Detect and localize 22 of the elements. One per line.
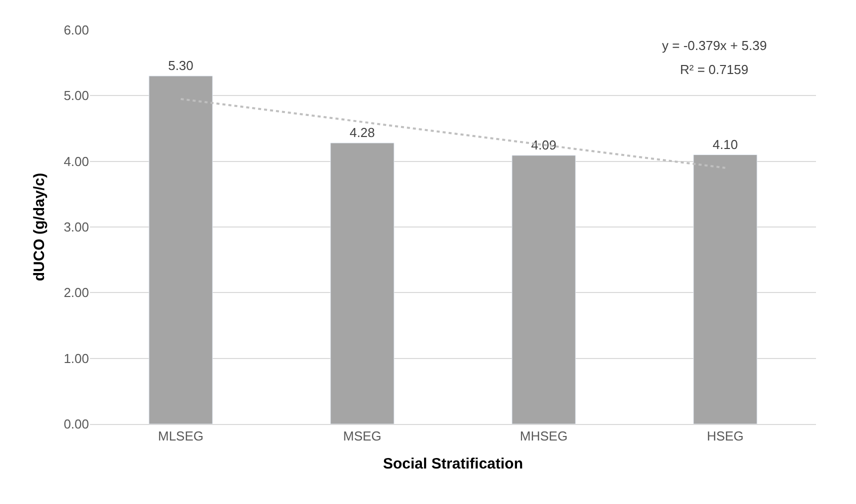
x-tick-label: MHSEG [520,428,568,444]
y-tick-label: 0.00 [64,416,89,432]
x-axis-title: Social Stratification [382,456,524,473]
bar [330,142,394,424]
bar [512,155,576,424]
data-label: 4.28 [350,124,375,140]
annotation: R² = 0.7159 [680,62,748,77]
x-tick-label: HSEG [706,428,744,444]
data-label: 4.10 [712,136,738,152]
y-tick-label: 3.00 [64,220,89,235]
y-tick-label: 1.00 [64,350,89,366]
x-tick-label: MSEG [343,428,382,444]
y-axis-title: dUCO (g/day/c) [30,172,48,282]
y-tick-label: 6.00 [64,22,89,38]
annotation: y = -0.379x + 5.39 [662,38,767,53]
y-tick-label: 2.00 [64,285,89,300]
y-tick-label: 5.00 [64,88,89,104]
bar [148,76,213,424]
x-tick-label: MLSEG [158,428,204,444]
y-tick-label: 4.00 [64,154,89,169]
bar [693,154,758,424]
data-label: 5.30 [168,58,194,73]
